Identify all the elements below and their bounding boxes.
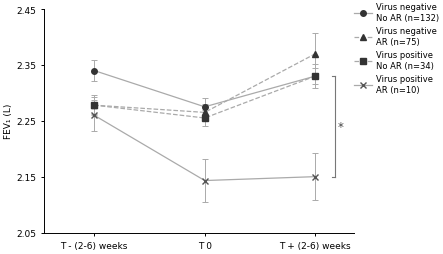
Y-axis label: FEV₁ (L): FEV₁ (L) bbox=[4, 104, 13, 139]
Legend: Virus negative
No AR (n=132), Virus negative
AR (n=75), Virus positive
No AR (n=: Virus negative No AR (n=132), Virus nega… bbox=[354, 3, 439, 94]
Text: *: * bbox=[338, 120, 343, 133]
